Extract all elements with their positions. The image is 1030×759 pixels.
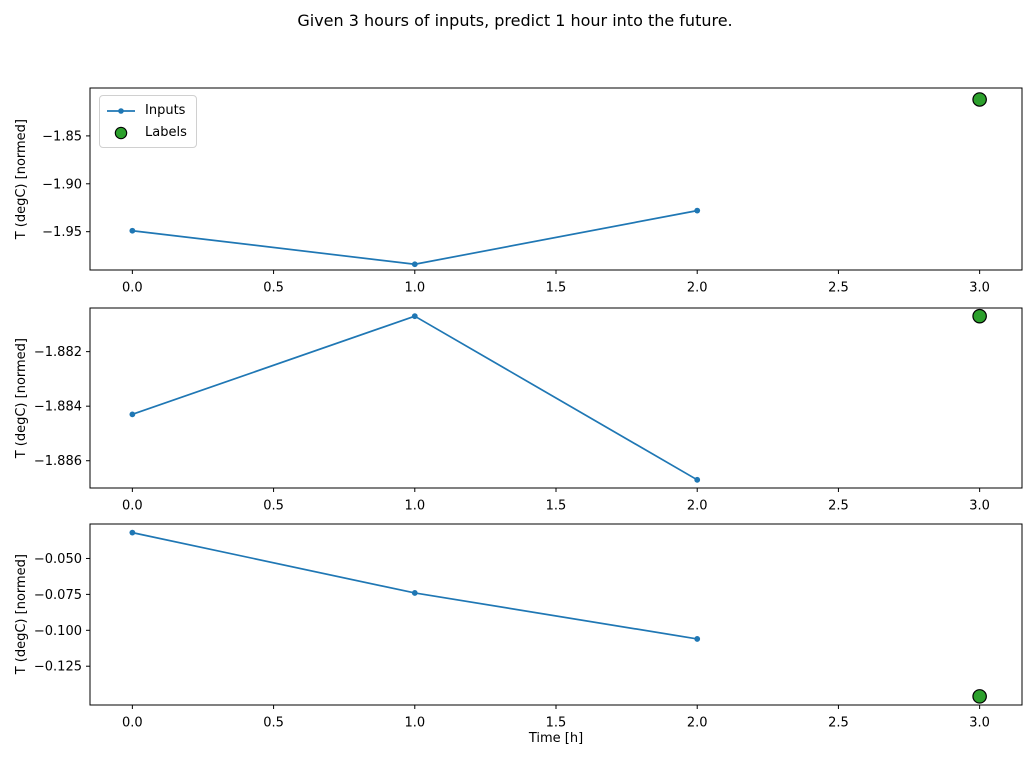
subplot-3-y-tick-label: −0.100 — [34, 624, 82, 639]
subplot-1-x-tick-label: 3.0 — [969, 281, 990, 296]
x-axis-label: Time [h] — [528, 731, 584, 746]
subplot-3-axes-box — [89, 523, 1023, 706]
subplot-1-x-tick-label: 0.0 — [122, 281, 143, 296]
subplot-2-input-point — [411, 313, 418, 320]
subplot-2-x-tick-label: 2.5 — [828, 499, 849, 514]
subplot-1-x-tick-label: 1.5 — [546, 281, 567, 296]
subplot-2-ylabel-wrap: T (degC) [normed] — [10, 308, 32, 488]
subplot-2-y-tick-label: −1.886 — [34, 454, 82, 469]
subplot-1-x-tick-label: 1.0 — [404, 281, 425, 296]
subplot-1-input-point — [129, 227, 136, 234]
subplot-2-y-tick-label: −1.882 — [34, 345, 82, 360]
subplot-2-x-tick-label: 2.0 — [687, 499, 708, 514]
y-axis-label: T (degC) [normed] — [13, 554, 29, 675]
subplot-2-y-tick-label: −1.884 — [34, 400, 82, 415]
subplot-2-inputs-line — [132, 315, 698, 481]
subplot-3-label-point — [972, 689, 987, 704]
subplot-3-x-tick-label: 0.0 — [122, 716, 143, 731]
subplot-2-input-point — [129, 411, 136, 418]
legend-label: Inputs — [145, 103, 186, 118]
subplot-1-input-point — [694, 207, 701, 214]
subplot-3-input-point — [411, 590, 418, 596]
subplot-3-x-tick-label: 1.0 — [404, 716, 425, 731]
legend: Inputs Labels — [99, 95, 197, 148]
subplot-3-x-tick-label: 1.5 — [546, 716, 567, 731]
legend-label: Labels — [145, 125, 187, 140]
chart-title: Given 3 hours of inputs, predict 1 hour … — [297, 11, 733, 30]
subplot-3-x-tick-label: 0.5 — [263, 716, 284, 731]
subplot-3-x-tick-label: 2.0 — [687, 716, 708, 731]
subplot-3-ylabel-wrap: T (degC) [normed] — [10, 524, 32, 705]
subplot-2-input-point — [694, 476, 701, 483]
subplot-3-x-tick-label: 3.0 — [969, 716, 990, 731]
subplot-1-label-point — [972, 92, 987, 107]
subplot-1-inputs-line — [132, 209, 698, 266]
subplot-1-y-tick-label: −1.90 — [42, 177, 82, 192]
subplot-2-x-tick-label: 0.5 — [263, 499, 284, 514]
subplot-3-x-tick-label: 2.5 — [828, 716, 849, 731]
subplot-3-y-tick-label: −0.050 — [34, 552, 82, 567]
subplot-2-x-tick-label: 1.5 — [546, 499, 567, 514]
subplot-1-x-tick-label: 0.5 — [263, 281, 284, 296]
subplot-1-x-tick-label: 2.5 — [828, 281, 849, 296]
subplot-3-y-tick-label: −0.075 — [34, 588, 82, 603]
subplot-1-y-tick-label: −1.85 — [42, 129, 82, 144]
inputs-line-glyph — [106, 104, 136, 118]
subplot-3-inputs-line — [132, 531, 698, 640]
subplot-2-x-tick-label: 3.0 — [969, 499, 990, 514]
subplot-2-x-tick-label: 1.0 — [404, 499, 425, 514]
subplot-3-input-point — [694, 636, 701, 642]
subplot-1-y-tick-label: −1.95 — [42, 225, 82, 240]
subplot-2-x-tick-label: 0.0 — [122, 499, 143, 514]
y-axis-label: T (degC) [normed] — [13, 118, 29, 240]
subplot-1-input-point — [411, 261, 418, 268]
subplot-1-ylabel-wrap: T (degC) [normed] — [10, 88, 32, 270]
subplot-2-label-point — [972, 308, 987, 324]
legend-item-inputs: Inputs — [106, 101, 187, 120]
subplot-1-x-tick-label: 2.0 — [687, 281, 708, 296]
y-axis-label: T (degC) [normed] — [13, 337, 29, 459]
labels-marker-glyph — [106, 126, 136, 140]
subplot-3-y-tick-label: −0.125 — [34, 660, 82, 675]
legend-item-labels: Labels — [106, 123, 187, 142]
subplot-3-input-point — [129, 529, 136, 536]
